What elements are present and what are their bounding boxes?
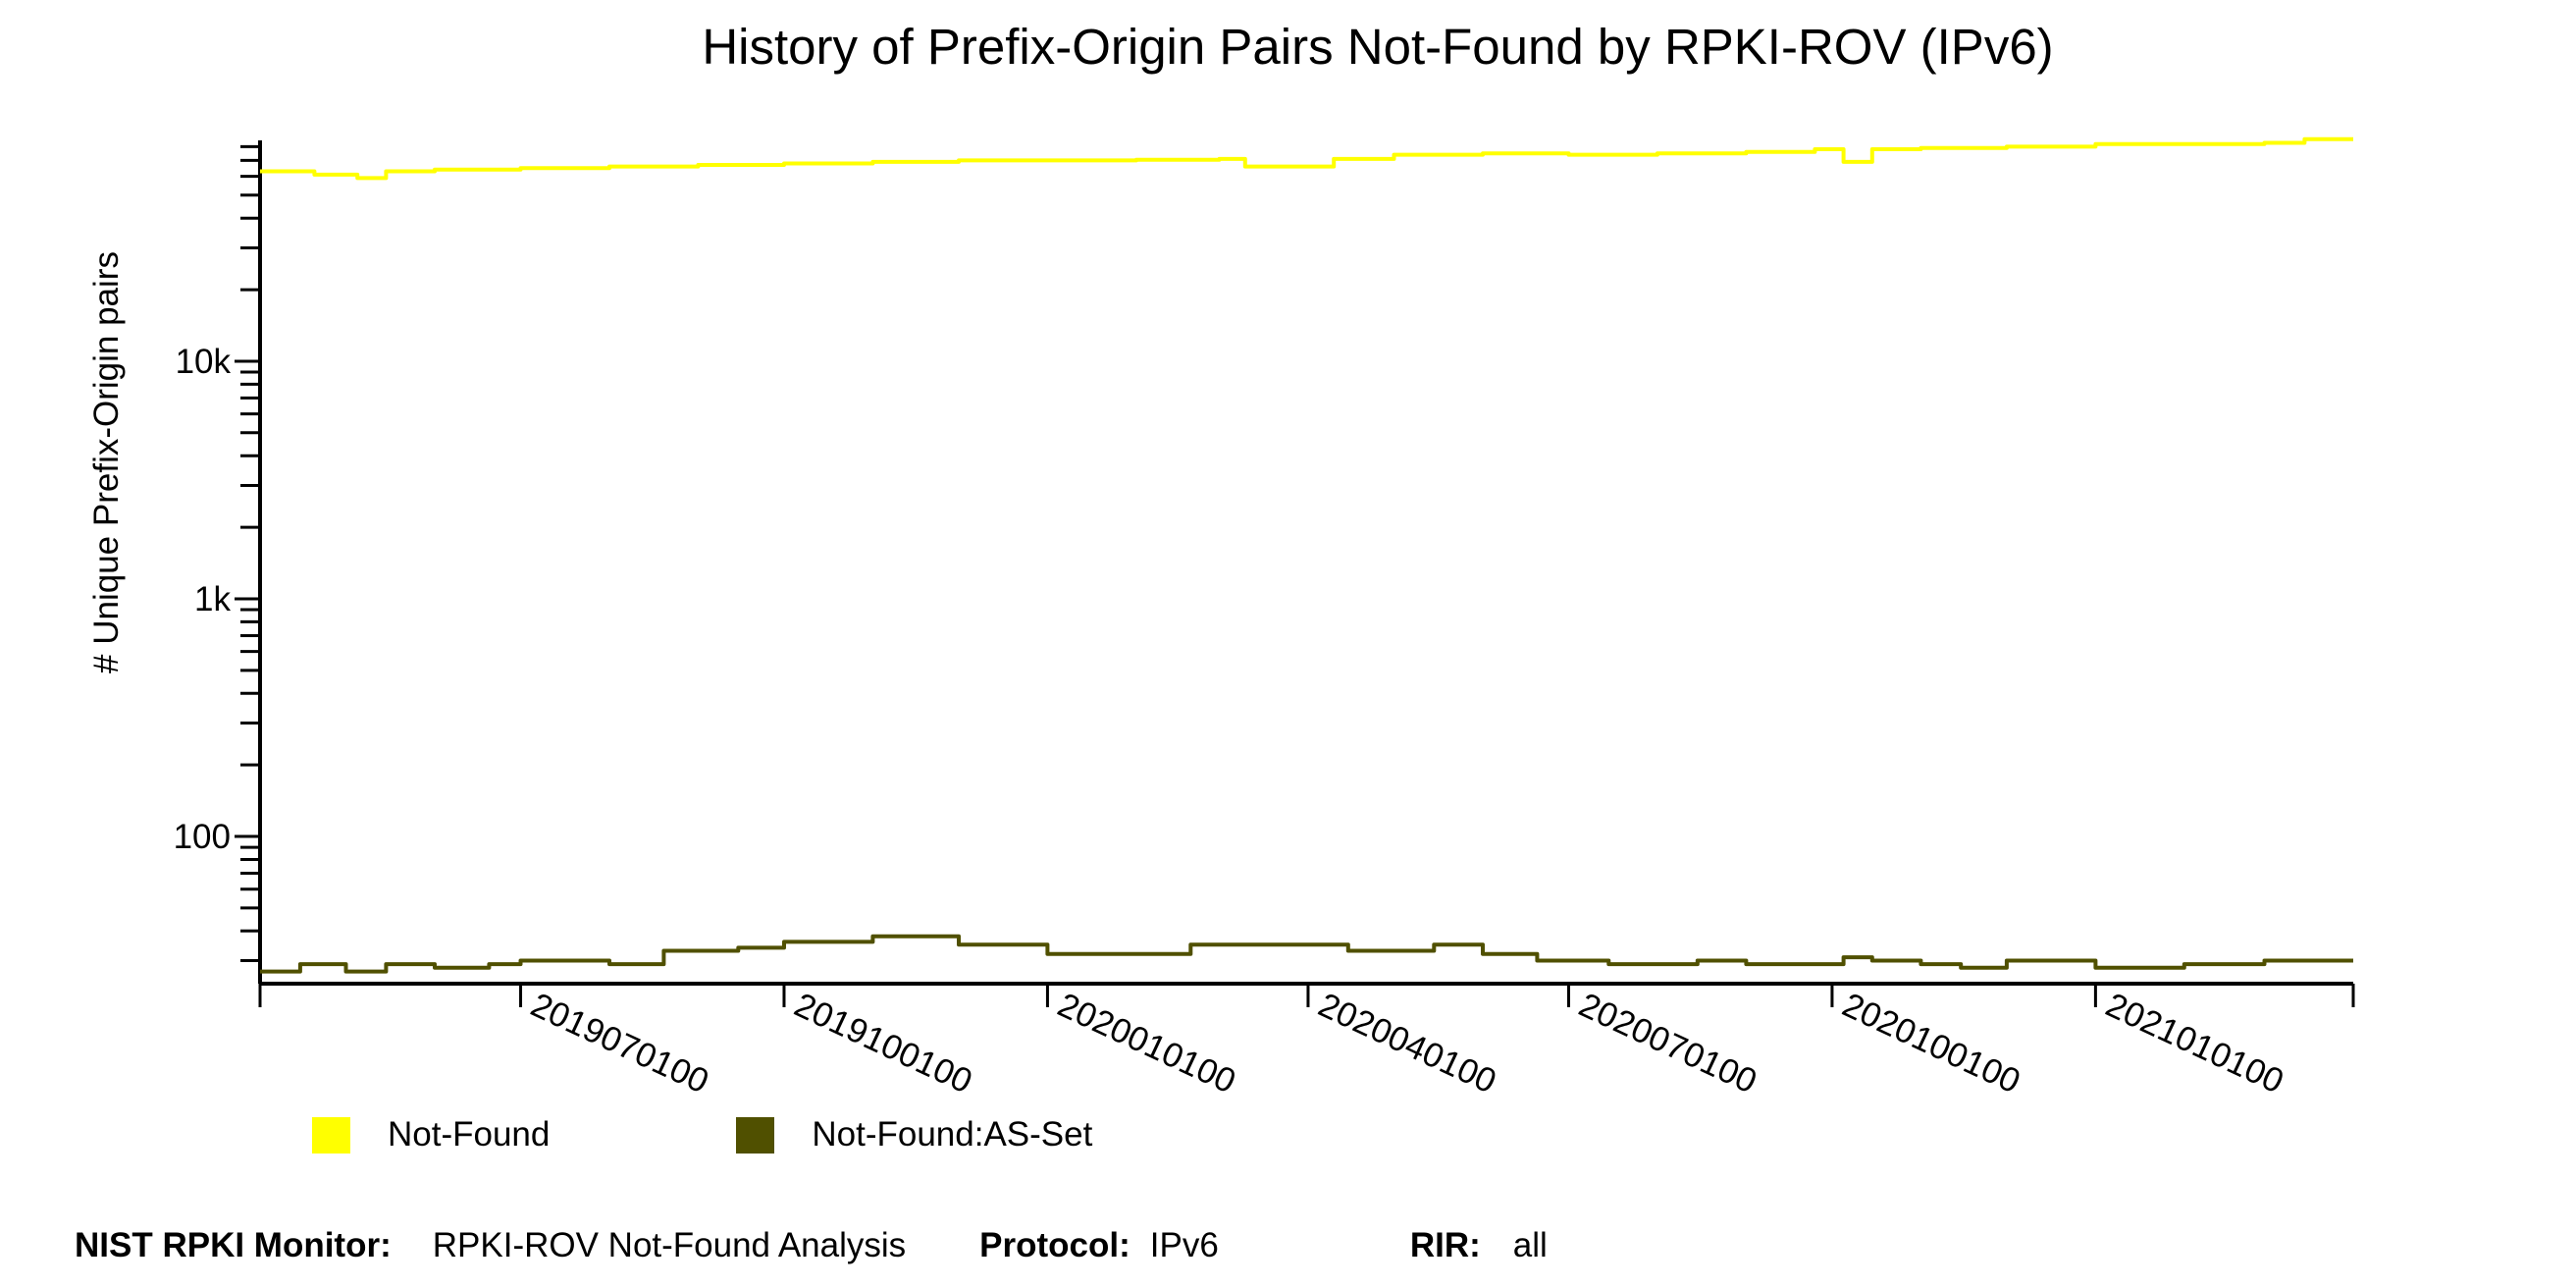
legend-item-not-found: Not-Found bbox=[312, 1115, 550, 1154]
footer: NIST RPKI Monitor: RPKI-ROV Not-Found An… bbox=[75, 1226, 1548, 1265]
footer-monitor: NIST RPKI Monitor: RPKI-ROV Not-Found An… bbox=[75, 1226, 906, 1265]
legend-label-as-set: Not-Found:AS-Set bbox=[812, 1115, 1093, 1154]
chart-title: History of Prefix-Origin Pairs Not-Found… bbox=[702, 19, 2053, 75]
legend-swatch-as-set bbox=[736, 1116, 775, 1154]
footer-protocol-value: IPv6 bbox=[1149, 1226, 1219, 1264]
footer-rir-key: RIR: bbox=[1409, 1226, 1481, 1264]
footer-rir-value: all bbox=[1512, 1226, 1548, 1264]
y-tick-label: 10k bbox=[176, 343, 232, 381]
footer-protocol-key: Protocol: bbox=[979, 1226, 1130, 1264]
y-tick-label: 100 bbox=[174, 818, 231, 856]
y-axis: 100 1k 10k bbox=[174, 140, 262, 984]
x-tick-label: 2020070100 bbox=[1573, 986, 1762, 1101]
footer-monitor-key: NIST RPKI Monitor: bbox=[75, 1226, 392, 1264]
series-line-as-set bbox=[260, 934, 2353, 974]
x-axis: 2019070100 2019100100 2020010100 2020040100… bbox=[258, 982, 2355, 1101]
legend-label-not-found: Not-Found bbox=[388, 1115, 551, 1154]
legend-swatch-not-found bbox=[312, 1116, 350, 1154]
x-tick-label: 2020010100 bbox=[1052, 986, 1241, 1101]
series-layer bbox=[260, 136, 2353, 974]
legend: Not-Found Not-Found:AS-Set bbox=[312, 1115, 1279, 1154]
y-tick-label: 1k bbox=[194, 580, 231, 618]
series-line-not-found bbox=[260, 136, 2353, 181]
footer-monitor-value: RPKI-ROV Not-Found Analysis bbox=[432, 1226, 907, 1264]
legend-item-as-set: Not-Found:AS-Set bbox=[736, 1115, 1092, 1154]
x-tick-label: 2021010100 bbox=[2100, 986, 2289, 1101]
y-axis-label: # Unique Prefix-Origin pairs bbox=[87, 251, 126, 673]
x-tick-label: 2019100100 bbox=[789, 986, 978, 1101]
footer-protocol: Protocol: IPv6 bbox=[979, 1226, 1219, 1265]
footer-rir: RIR: all bbox=[1410, 1226, 1548, 1265]
x-tick-label: 2020040100 bbox=[1313, 986, 1502, 1101]
x-tick-label: 2019070100 bbox=[525, 986, 714, 1101]
x-tick-label: 2020100100 bbox=[1837, 986, 2026, 1101]
